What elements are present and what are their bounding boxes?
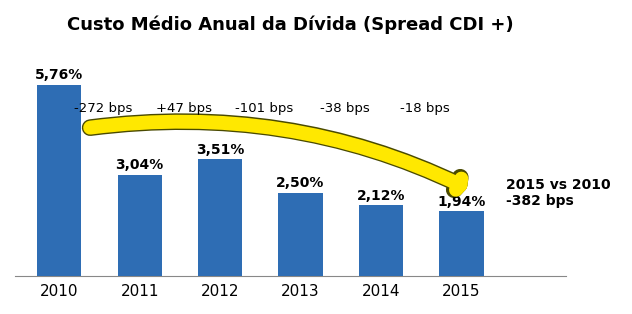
Text: 2,50%: 2,50% [276, 176, 325, 190]
Text: -18 bps: -18 bps [400, 102, 450, 115]
Bar [198, 159, 242, 276]
Text: 5,76%: 5,76% [35, 68, 83, 82]
Text: -272 bps: -272 bps [75, 102, 133, 115]
Bar [279, 193, 323, 276]
Text: 1,94%: 1,94% [437, 195, 485, 208]
Text: 2,12%: 2,12% [356, 189, 405, 203]
Text: -101 bps: -101 bps [235, 102, 293, 115]
Bar [118, 175, 162, 276]
Title: Custo Médio Anual da Dívida (Spread CDI +): Custo Médio Anual da Dívida (Spread CDI … [67, 15, 514, 34]
Bar [37, 84, 82, 276]
Text: +47 bps: +47 bps [156, 102, 212, 115]
Text: 3,51%: 3,51% [196, 143, 245, 157]
Bar [439, 211, 483, 276]
Text: -38 bps: -38 bps [320, 102, 370, 115]
Bar [359, 205, 403, 276]
Text: 2015 vs 2010
-382 bps: 2015 vs 2010 -382 bps [506, 178, 611, 208]
Text: 3,04%: 3,04% [116, 158, 164, 172]
